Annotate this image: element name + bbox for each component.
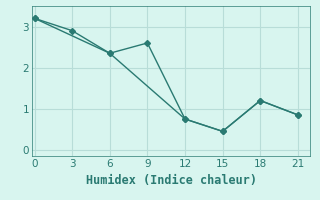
X-axis label: Humidex (Indice chaleur): Humidex (Indice chaleur) [86, 174, 257, 187]
